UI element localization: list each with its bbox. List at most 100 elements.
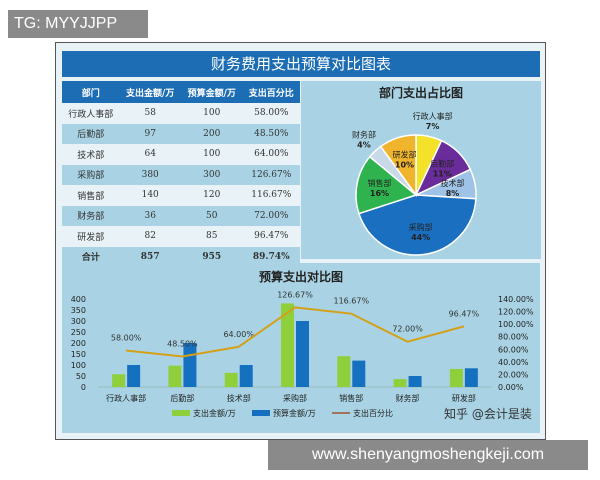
pie-slice [357, 194, 477, 256]
tag-label: TG: MYYJJPP [8, 10, 148, 38]
y-tick-label: 300 [71, 317, 86, 326]
table-row: 技术部 64 100 64.00% [62, 144, 300, 165]
data-table: 部门 支出金额/万 预算金额/万 支出百分比 行政人事部 58 100 58.00% 后勤部 9… [62, 81, 300, 267]
table-row: 行政人事部 58 100 58.00% [62, 103, 300, 124]
table-cell: 380 [119, 164, 181, 185]
pie-label: 后勤部 [430, 159, 454, 169]
budget-bar [352, 360, 366, 387]
total-row: 合计 857 955 89.74% [62, 246, 300, 267]
pie-panel: 部门支出占比图 行政人事部 7% 后勤部 11% 技术部 8% 采购部 44% 销售部 16% 财务部… [301, 81, 541, 259]
table-row: 销售部 140 120 116.67% [62, 185, 300, 206]
pie-title: 部门支出占比图 [379, 85, 463, 100]
pie-percent: 11% [433, 170, 452, 179]
y2-tick-label: 100.00% [498, 320, 534, 329]
table-cell: 采购部 [62, 164, 120, 185]
budget-bar [408, 376, 422, 387]
x-tick-label: 技术部 [227, 393, 251, 403]
legend-swatch [252, 410, 270, 416]
table-cell: 64.00% [254, 149, 289, 160]
legend-label: 支出百分比 [353, 408, 393, 418]
y-tick-label: 250 [71, 328, 86, 337]
table-cell: 58.00% [254, 108, 289, 119]
table-cell: 技术部 [77, 150, 105, 161]
pie-percent: 44% [411, 233, 430, 242]
y-tick-label: 150 [71, 350, 86, 359]
line-data-label: 96.47% [449, 309, 480, 318]
pie-slice [355, 155, 418, 215]
expense-bar [112, 374, 126, 387]
footer-url[interactable]: www.shenyangmoshengkeji.com [268, 440, 588, 470]
table-cell: 财务部 [62, 205, 120, 226]
page-title: 财务费用支出预算对比图表 [62, 51, 540, 77]
budget-bar [127, 365, 141, 387]
table-cell: 研发部 [77, 232, 105, 243]
total-cell: 955 [180, 246, 243, 267]
column-header: 支出金额/万 [119, 81, 181, 103]
table-cell: 100 [203, 108, 221, 119]
pie-label: 采购部 [409, 222, 433, 232]
x-tick-label: 研发部 [452, 393, 476, 403]
total-cell: 合计 [62, 246, 120, 267]
total-cell: 857 [119, 246, 181, 267]
pie-percent: 7% [426, 122, 440, 131]
x-tick-label: 行政人事部 [106, 393, 146, 403]
legend-swatch [172, 410, 190, 416]
column-header: 支出百分比 [242, 81, 300, 103]
expense-bar [393, 379, 407, 387]
pie-percent: 16% [370, 189, 389, 198]
line-data-label: 72.00% [392, 325, 423, 334]
x-tick-label: 销售部 [339, 393, 363, 403]
percent-line [126, 306, 465, 358]
y-tick-label: 100 [71, 361, 86, 370]
y2-tick-label: 60.00% [498, 345, 529, 354]
y-tick-label: 0 [81, 383, 86, 392]
total-cell: 89.74% [242, 246, 300, 267]
table-cell: 后勤部 [62, 123, 120, 144]
x-tick-label: 财务部 [396, 393, 420, 403]
pie-label: 行政人事部 [413, 111, 453, 121]
expense-bar [337, 356, 351, 387]
pie-percent: 4% [357, 141, 371, 150]
bar-panel: 预算支出对比图 0 50 100 150 200 250 300 350 400 0.00% 20.0… [62, 263, 540, 433]
table-cell: 58 [144, 108, 156, 119]
pie-label: 研发部 [393, 150, 417, 160]
table-cell: 85 [206, 231, 218, 242]
pie-percent: 10% [395, 161, 414, 170]
table-cell: 64 [144, 149, 156, 160]
budget-bar [296, 321, 309, 387]
table-cell: 200 [180, 123, 243, 144]
y2-tick-label: 140.00% [498, 295, 534, 304]
budget-bar [239, 365, 253, 387]
dashboard: 财务费用支出预算对比图表 部门 支出金额/万 预算金额/万 支出百分比 行政人事部 58… [55, 42, 546, 440]
expense-bar [281, 303, 294, 387]
table-row: 研发部 82 85 96.47% [62, 226, 300, 247]
y-tick-label: 400 [71, 295, 86, 304]
line-data-label: 58.00% [111, 334, 142, 343]
y2-tick-label: 0.00% [498, 383, 524, 392]
y2-tick-label: 20.00% [498, 370, 529, 379]
expense-bar [168, 365, 182, 387]
budget-bar [183, 343, 197, 387]
pie-label: 技术部 [441, 178, 465, 188]
line-data-label: 64.00% [223, 330, 254, 339]
pie-label: 财务部 [352, 130, 376, 140]
y2-tick-label: 40.00% [498, 358, 529, 367]
table-cell: 96.47% [254, 231, 289, 242]
legend-label: 预算金额/万 [273, 408, 316, 418]
table-cell: 97 [119, 123, 181, 144]
watermark: 知乎 @会计是装 [444, 407, 532, 421]
expense-bar [449, 368, 463, 387]
budget-bar [464, 368, 478, 387]
table-row: 采购部 380 300 126.67% [62, 164, 300, 185]
legend-label: 支出金额/万 [193, 408, 236, 418]
table-cell: 72.00% [242, 205, 300, 226]
table-cell: 120 [203, 190, 221, 201]
table-cell: 140 [141, 190, 159, 201]
pie-percent: 8% [446, 189, 460, 198]
line-data-label: 116.67% [333, 297, 369, 306]
table-row: 财务部 36 50 72.00% [62, 205, 300, 226]
table-cell: 82 [144, 231, 156, 242]
table-cell: 126.67% [242, 164, 300, 185]
table-cell: 300 [180, 164, 243, 185]
table-cell: 48.50% [242, 123, 300, 144]
